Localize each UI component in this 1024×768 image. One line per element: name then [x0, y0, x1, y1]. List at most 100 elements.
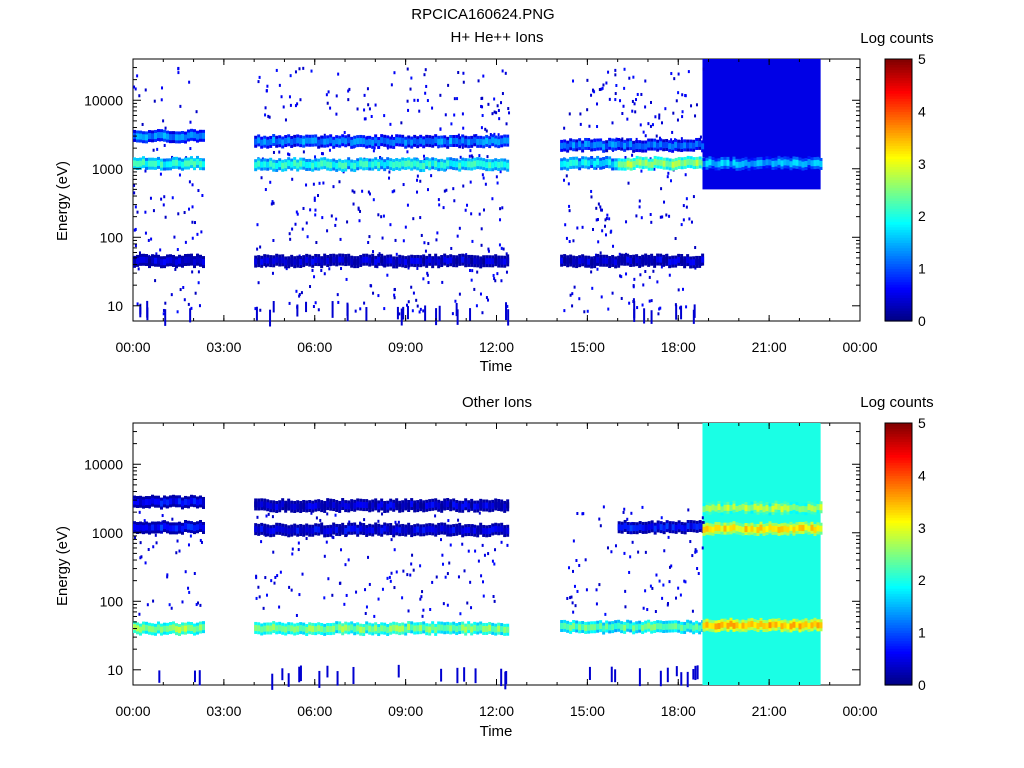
colorbar-tick-label: 4 — [918, 467, 926, 483]
noise-pixel — [632, 284, 635, 288]
band-cell — [136, 133, 139, 140]
spike-pixel — [680, 305, 683, 320]
band-cell — [698, 523, 702, 530]
noise-pixel — [491, 559, 494, 563]
band-cell — [705, 525, 709, 532]
noise-pixel — [299, 98, 302, 102]
colorbar-step — [885, 504, 912, 508]
noise-pixel — [309, 285, 312, 289]
band-cell — [154, 257, 157, 264]
noise-pixel — [694, 246, 697, 250]
noise-pixel — [681, 110, 684, 114]
band-cell — [187, 160, 190, 167]
spike-pixel — [164, 309, 167, 326]
colorbar-step — [885, 297, 912, 301]
noise-pixel — [367, 555, 370, 559]
band-cell — [813, 160, 817, 167]
spike-pixel — [614, 669, 617, 683]
noise-pixel — [302, 206, 305, 210]
band-cell — [374, 258, 378, 265]
band-cell — [632, 160, 636, 167]
noise-pixel — [600, 295, 603, 299]
band-cell — [458, 625, 462, 632]
band-cell — [287, 501, 291, 508]
band-cell — [172, 134, 175, 141]
band-cell — [299, 160, 303, 167]
noise-pixel — [584, 558, 587, 562]
spike-pixel — [326, 665, 329, 678]
noise-pixel — [444, 113, 447, 117]
colorbar-step — [885, 546, 912, 550]
band-cell — [608, 140, 612, 147]
band-cell — [560, 257, 564, 264]
band-cell — [726, 525, 730, 532]
colorbar-step — [885, 247, 912, 251]
noise-pixel — [271, 200, 274, 204]
colorbar-step — [885, 643, 912, 647]
noise-pixel — [618, 252, 621, 256]
noise-pixel — [265, 89, 268, 93]
band-cell — [620, 141, 624, 148]
band-cell — [332, 525, 336, 532]
band-cell — [341, 626, 345, 633]
band-cell — [338, 138, 342, 145]
band-cell — [434, 501, 438, 508]
band-cell — [263, 625, 267, 632]
band-cell — [326, 625, 330, 632]
band-cell — [362, 138, 366, 145]
band-cell — [359, 501, 363, 508]
noise-pixel — [685, 305, 688, 309]
noise-pixel — [453, 97, 456, 101]
band-cell — [175, 134, 178, 141]
band-cell — [473, 160, 477, 167]
band-cell — [163, 161, 166, 168]
band-cell — [356, 138, 360, 145]
noise-pixel — [470, 606, 473, 610]
band-cell — [416, 139, 420, 146]
band-cell — [683, 525, 687, 532]
colorbar-step — [885, 637, 912, 642]
noise-pixel — [411, 553, 414, 557]
noise-pixel — [190, 306, 193, 310]
band-cell — [380, 137, 384, 144]
noise-pixel — [332, 185, 335, 189]
band-cell — [602, 160, 606, 167]
band-cell — [798, 160, 802, 167]
band-cell — [665, 623, 669, 630]
band-cell — [581, 623, 585, 630]
colorbar-step — [885, 171, 912, 175]
noise-pixel — [199, 538, 202, 542]
band-cell — [587, 160, 591, 167]
band-cell — [795, 621, 799, 628]
noise-pixel — [640, 169, 643, 173]
band-cell — [497, 258, 501, 265]
noise-pixel — [597, 202, 600, 206]
band-cell — [323, 626, 327, 633]
band-cell — [166, 161, 169, 168]
noise-pixel — [146, 603, 149, 607]
colorbar-step — [885, 286, 912, 291]
band-cell — [659, 623, 663, 630]
band-cell — [416, 503, 420, 510]
noise-pixel — [171, 196, 174, 200]
noise-pixel — [199, 603, 202, 607]
noise-pixel — [197, 189, 200, 193]
colorbar-step — [885, 677, 912, 681]
noise-pixel — [162, 308, 165, 312]
band-cell — [347, 503, 351, 510]
band-cell — [193, 259, 196, 266]
x-tick-label: 18:00 — [661, 703, 696, 719]
band-cell — [491, 526, 495, 533]
noise-pixel — [256, 223, 259, 227]
band-cell — [476, 528, 480, 535]
noise-pixel — [195, 110, 198, 114]
band-cell — [771, 505, 775, 512]
band-cell — [389, 625, 393, 632]
noise-pixel — [133, 183, 136, 187]
noise-pixel — [611, 121, 614, 125]
band-cell — [196, 133, 199, 140]
band-cell — [202, 524, 205, 531]
noise-pixel — [469, 149, 472, 153]
noise-pixel — [468, 268, 471, 272]
noise-pixel — [150, 237, 153, 241]
